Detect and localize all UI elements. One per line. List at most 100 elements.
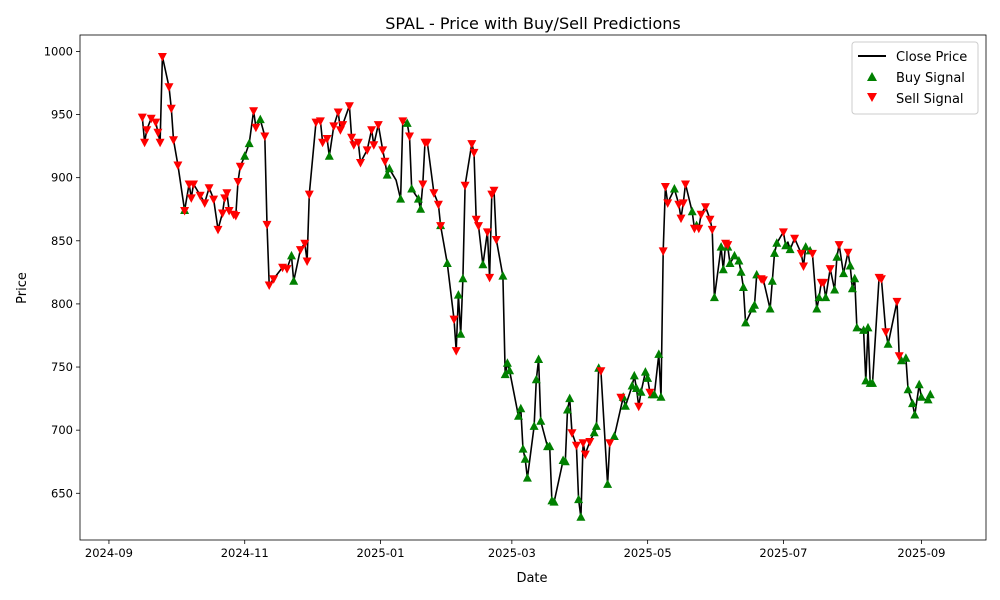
sell-signal-marker: [251, 123, 261, 133]
sell-signal-marker: [460, 181, 470, 191]
buy-signal-marker: [725, 258, 735, 267]
buy-signal-marker: [545, 441, 555, 451]
buy-signal-marker: [520, 454, 530, 463]
sell-signal-marker: [146, 114, 156, 124]
buy-signal-marker: [914, 379, 924, 389]
sell-signal-marker: [605, 439, 615, 448]
buy-signal-marker: [289, 276, 299, 285]
sell-signal-marker: [137, 113, 147, 123]
buy-signal-marker: [767, 276, 777, 285]
buy-signal-marker: [910, 410, 920, 419]
buy-signal-marker: [832, 252, 842, 261]
buy-signal-marker: [718, 264, 728, 274]
chart-title: SPAL - Price with Buy/Sell Predictions: [385, 14, 681, 33]
sell-signal-marker: [892, 297, 902, 307]
buy-signal-marker: [456, 329, 466, 338]
buy-signal-marker: [627, 381, 637, 390]
legend-buy-label: Buy Signal: [896, 71, 965, 86]
sell-signal-marker: [418, 180, 428, 189]
buy-signal-marker: [738, 282, 748, 291]
buy-signal-marker: [324, 151, 334, 160]
sell-signal-marker: [405, 132, 414, 141]
sell-signal-marker: [467, 140, 477, 149]
buy-signal-marker: [516, 403, 526, 413]
sell-signal-marker: [249, 107, 259, 116]
buy-signal-marker: [785, 244, 795, 254]
buy-signal-marker: [536, 416, 546, 425]
sell-signal-marker: [707, 225, 717, 235]
sell-signal-marker: [222, 189, 232, 198]
sell-signal-marker: [843, 248, 853, 258]
buy-signal-marker: [244, 138, 254, 148]
sell-signal-marker: [367, 126, 377, 135]
buy-signal-marker: [669, 184, 679, 193]
sell-signal-marker: [796, 249, 806, 259]
x-tick-label: 2025-01: [356, 546, 404, 560]
sell-signal-marker: [807, 249, 817, 259]
buy-signal-marker: [287, 250, 296, 260]
y-tick-label: 850: [51, 234, 73, 248]
buy-signal-marker: [576, 512, 586, 521]
buy-signal-marker: [850, 273, 860, 283]
buy-signal-marker: [863, 322, 873, 332]
sell-signal-marker: [142, 126, 152, 135]
sell-signal-marker: [790, 234, 800, 244]
y-tick-label: 1000: [44, 44, 73, 58]
buy-signal-marker: [453, 290, 463, 299]
sell-signal-marker: [302, 257, 312, 266]
sell-signal-marker: [282, 265, 292, 274]
sell-signal-marker: [663, 199, 673, 208]
sell-signal-marker: [398, 117, 408, 126]
buy-signal-marker: [531, 374, 541, 384]
sell-signal-marker: [585, 438, 595, 447]
sell-signal-marker: [422, 138, 432, 148]
sell-signal-marker: [329, 122, 339, 131]
y-tick-label: 950: [51, 108, 73, 122]
buy-signal-marker: [416, 204, 426, 213]
sell-signal-marker: [224, 207, 234, 216]
sell-signal-marker: [180, 207, 190, 216]
buy-signal-marker: [901, 353, 911, 362]
sell-signal-marker: [356, 159, 365, 168]
sell-signal-marker: [469, 148, 479, 158]
sell-signal-marker: [233, 178, 243, 187]
sell-signal-marker: [164, 83, 174, 92]
buy-signal-marker: [629, 370, 639, 380]
buy-signal-marker: [781, 240, 791, 250]
buy-signal-marker: [500, 369, 510, 379]
buy-signal-marker: [560, 456, 570, 466]
sell-signal-marker: [349, 141, 359, 150]
sell-signal-marker: [195, 191, 205, 201]
sell-signal-marker: [300, 239, 310, 249]
buy-signal-marker: [765, 304, 775, 313]
sell-signal-marker: [723, 241, 733, 250]
buy-signal-marker: [847, 283, 857, 293]
buy-signal-marker: [772, 238, 782, 247]
sell-signal-marker: [676, 214, 686, 224]
sell-signal-marker: [173, 161, 183, 170]
sell-signal-marker: [304, 190, 314, 200]
buy-signal-marker: [730, 250, 739, 260]
buy-signal-marker: [458, 273, 468, 283]
buy-signal-marker: [903, 384, 913, 394]
legend-box: [851, 41, 979, 115]
sell-signal-marker: [362, 146, 372, 155]
sell-signal-marker: [157, 53, 167, 62]
sell-signal-marker: [474, 222, 483, 231]
sell-signal-marker: [262, 220, 272, 230]
sell-signal-marker: [436, 222, 446, 231]
buy-signal-marker: [896, 355, 906, 365]
sell-signal-marker: [701, 203, 710, 212]
sell-signal-marker: [380, 157, 390, 167]
buy-signal-marker: [522, 473, 532, 482]
buy-signal-marker: [821, 292, 831, 302]
sell-signal-marker: [151, 118, 161, 128]
sell-signal-marker: [485, 273, 495, 283]
sell-signal-marker: [315, 117, 325, 126]
sell-signal-marker: [200, 199, 210, 208]
buy-signal-marker: [736, 267, 746, 276]
buy-signal-marker: [591, 421, 601, 430]
sell-signal-marker: [338, 121, 348, 130]
sell-signal-marker: [166, 104, 176, 114]
buy-signal-marker: [812, 304, 822, 313]
